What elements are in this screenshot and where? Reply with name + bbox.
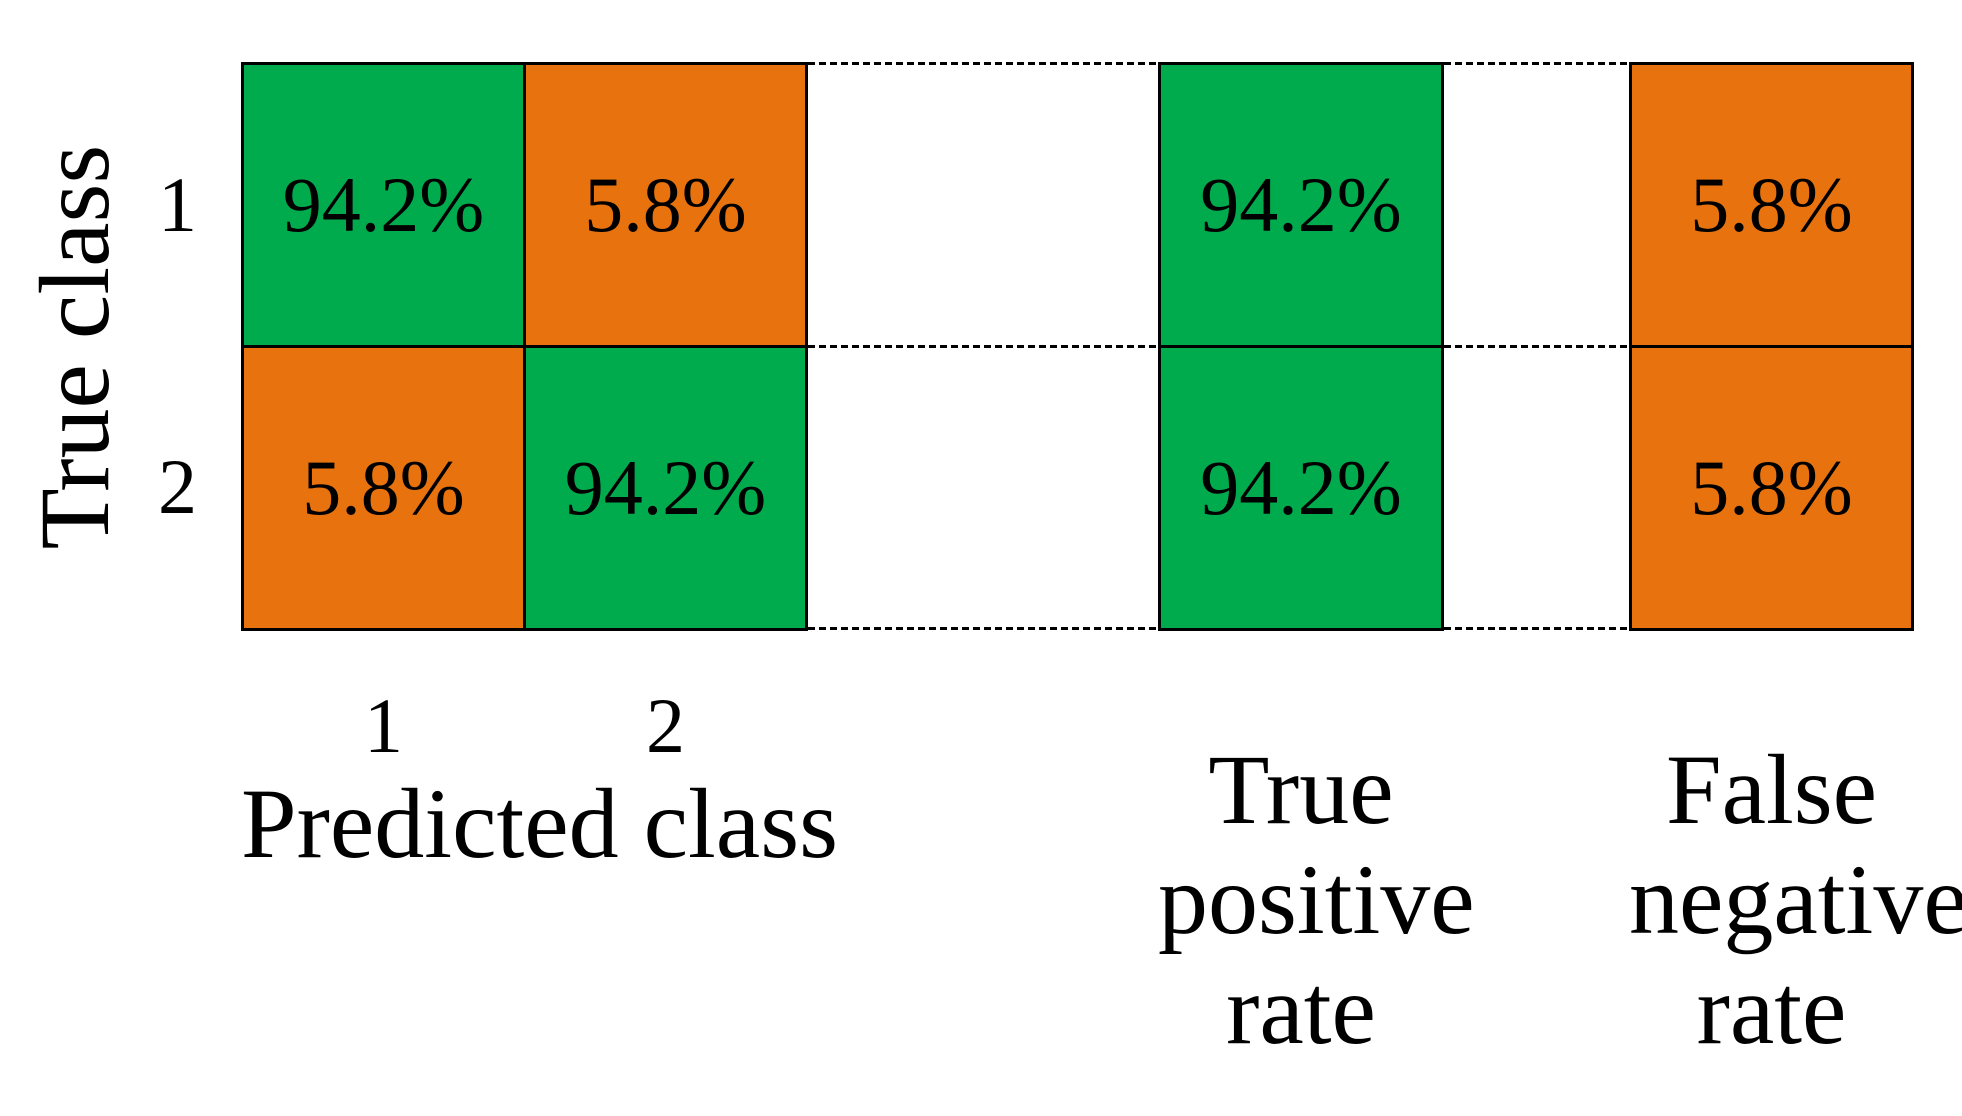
dashed-separator-gap2-bottom <box>1444 627 1629 630</box>
tpr-label-line-1: True <box>1208 734 1394 845</box>
tpr-label-line-3: rate <box>1226 954 1376 1065</box>
fnr-label-line-1: False <box>1665 734 1878 845</box>
true-positive-rate-column: 94.2% 94.2% <box>1158 62 1444 631</box>
matrix-cell-r2c2: 94.2% <box>526 348 805 628</box>
fnr-label-line-2: negative <box>1629 844 1962 955</box>
matrix-cell-r1c1: 94.2% <box>244 65 523 345</box>
x-axis-label: Predicted class <box>241 768 839 879</box>
x-tick-2: 2 <box>646 682 685 769</box>
fnr-label-line-3: rate <box>1696 954 1847 1065</box>
confusion-matrix-grid: 94.2% 5.8% 5.8% 94.2% <box>241 62 808 631</box>
tpr-label-line-2: positive <box>1158 844 1475 955</box>
dashed-separator-gap1-middle <box>808 345 1158 348</box>
dashed-separator-gap2-middle <box>1444 345 1629 348</box>
fnr-cell-r2: 5.8% <box>1632 348 1911 628</box>
dashed-separator-gap1-top <box>808 62 1158 65</box>
tpr-cell-r2: 94.2% <box>1161 348 1441 628</box>
fnr-cell-r1: 5.8% <box>1632 65 1911 345</box>
matrix-cell-r2c1: 5.8% <box>244 348 523 628</box>
y-tick-2: 2 <box>158 443 197 530</box>
dashed-separator-gap2-top <box>1444 62 1629 65</box>
matrix-cell-r1c2: 5.8% <box>526 65 805 345</box>
fnr-column-label: False negative rate <box>1629 734 1962 1065</box>
x-tick-1: 1 <box>364 682 403 769</box>
tpr-cell-r1: 94.2% <box>1161 65 1441 345</box>
y-tick-1: 1 <box>158 161 197 248</box>
false-negative-rate-column: 5.8% 5.8% <box>1629 62 1914 631</box>
tpr-column-label: True positive rate <box>1158 734 1475 1065</box>
dashed-separator-gap1-bottom <box>808 627 1158 630</box>
